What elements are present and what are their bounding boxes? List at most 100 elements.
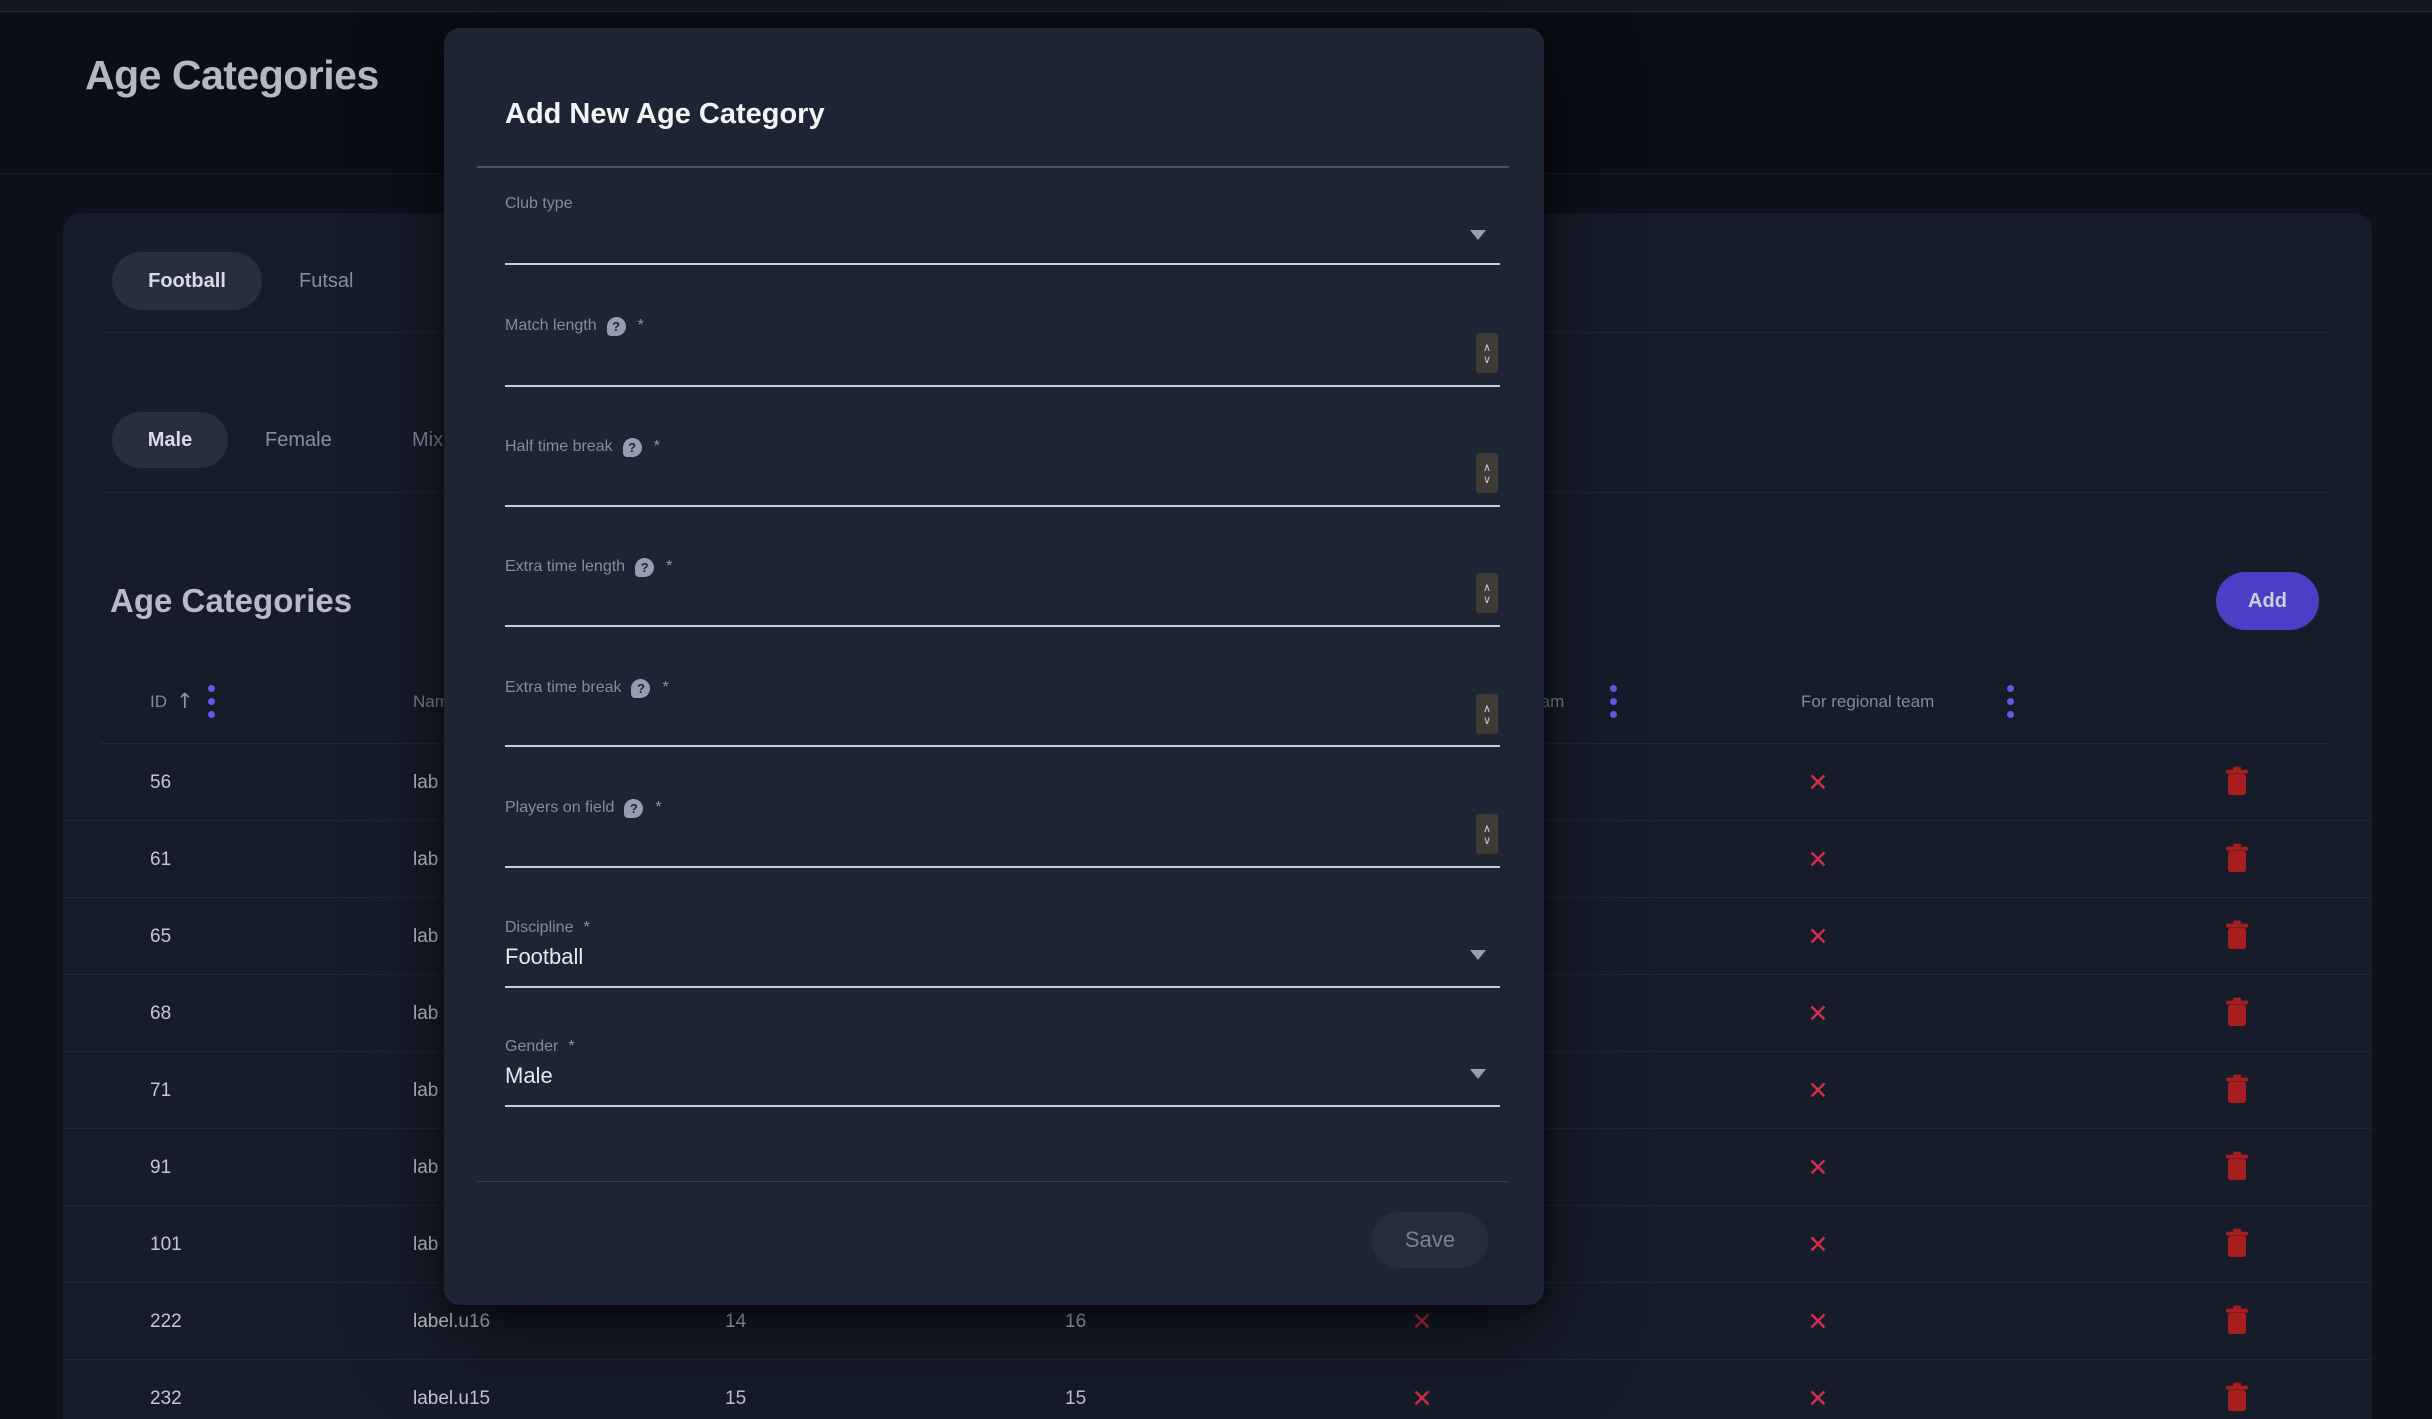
column-menu-icon[interactable] bbox=[208, 685, 216, 718]
trash-icon bbox=[2226, 1228, 2248, 1257]
extra-time-break-input[interactable] bbox=[505, 745, 1500, 747]
number-spinner[interactable]: ∧ ∨ bbox=[1476, 573, 1498, 613]
dropdown-arrow-icon[interactable] bbox=[1470, 1069, 1486, 1079]
club-type-select[interactable] bbox=[505, 263, 1500, 265]
field-label: Club type bbox=[505, 195, 573, 212]
field-label: Gender bbox=[505, 1038, 559, 1055]
table-row: 232 label.u15 15 15 ✕ ✕ bbox=[63, 1360, 2372, 1419]
cell-name: label.u15 bbox=[413, 1388, 491, 1409]
cell-id: 56 bbox=[150, 772, 172, 793]
cell-id: 71 bbox=[150, 1080, 172, 1101]
trash-icon bbox=[2226, 1305, 2248, 1334]
cell-name: lab bbox=[413, 1080, 439, 1101]
field-label: Discipline bbox=[505, 919, 574, 936]
dropdown-arrow-icon[interactable] bbox=[1470, 230, 1486, 240]
cell-age-from: 15 bbox=[725, 1388, 747, 1409]
required-marker: * bbox=[655, 799, 662, 816]
cell-age-to: 15 bbox=[1065, 1388, 1087, 1409]
cell-name: lab bbox=[413, 1003, 439, 1024]
number-spinner[interactable]: ∧ ∨ bbox=[1476, 814, 1498, 854]
tab-female[interactable]: Female bbox=[265, 412, 332, 468]
gender-select[interactable] bbox=[505, 1105, 1500, 1107]
trash-icon bbox=[2226, 920, 2248, 949]
cell-id: 61 bbox=[150, 849, 172, 870]
field-label-extra-time-length: Extra time length ? * bbox=[505, 555, 672, 579]
trash-icon bbox=[2226, 1074, 2248, 1103]
field-label-club-type: Club type bbox=[505, 192, 573, 216]
field-label: Half time break bbox=[505, 438, 613, 455]
cross-icon: ✕ bbox=[1411, 1307, 1433, 1336]
required-marker: * bbox=[662, 679, 669, 696]
field-label: Match length bbox=[505, 317, 597, 334]
field-label: Extra time length bbox=[505, 558, 626, 575]
tab-futsal[interactable]: Futsal bbox=[299, 252, 353, 310]
save-button[interactable]: Save bbox=[1372, 1212, 1488, 1268]
number-spinner[interactable]: ∧ ∨ bbox=[1476, 453, 1498, 493]
cell-id: 68 bbox=[150, 1003, 172, 1024]
cell-id: 91 bbox=[150, 1157, 172, 1178]
cell-name: lab bbox=[413, 1157, 439, 1178]
divider bbox=[477, 1181, 1509, 1182]
help-icon[interactable]: ? bbox=[635, 557, 655, 577]
help-icon[interactable]: ? bbox=[624, 798, 644, 818]
cell-age-from: 14 bbox=[725, 1311, 747, 1332]
cross-icon: ✕ bbox=[1807, 845, 1829, 874]
field-label-match-length: Match length ? * bbox=[505, 314, 644, 338]
column-header-id[interactable]: ID bbox=[150, 692, 167, 711]
discipline-select-value[interactable]: Football bbox=[505, 944, 584, 969]
cell-name: label.u16 bbox=[413, 1311, 491, 1332]
column-menu-icon[interactable] bbox=[2007, 685, 2015, 718]
cross-icon: ✕ bbox=[1807, 1153, 1829, 1182]
delete-button[interactable] bbox=[2214, 766, 2260, 800]
column-menu-icon[interactable] bbox=[1610, 685, 1618, 718]
required-marker: * bbox=[568, 1038, 575, 1055]
help-icon[interactable]: ? bbox=[622, 437, 642, 457]
trash-icon bbox=[2226, 1382, 2248, 1411]
delete-button[interactable] bbox=[2214, 1228, 2260, 1262]
cell-name: lab bbox=[413, 849, 439, 870]
delete-button[interactable] bbox=[2214, 920, 2260, 954]
delete-button[interactable] bbox=[2214, 1382, 2260, 1416]
extra-time-length-input[interactable] bbox=[505, 625, 1500, 627]
delete-button[interactable] bbox=[2214, 843, 2260, 877]
gender-select-value[interactable]: Male bbox=[505, 1063, 553, 1088]
cell-name: lab bbox=[413, 926, 439, 947]
cell-name: lab bbox=[413, 772, 439, 793]
help-icon[interactable]: ? bbox=[631, 678, 651, 698]
half-time-break-input[interactable] bbox=[505, 505, 1500, 507]
players-on-field-input[interactable] bbox=[505, 866, 1500, 868]
delete-button[interactable] bbox=[2214, 1074, 2260, 1108]
number-spinner[interactable]: ∧ ∨ bbox=[1476, 694, 1498, 734]
help-icon[interactable]: ? bbox=[606, 316, 626, 336]
match-length-input[interactable] bbox=[505, 385, 1500, 387]
discipline-select[interactable] bbox=[505, 986, 1500, 988]
trash-icon bbox=[2226, 997, 2248, 1026]
tab-male[interactable]: Male bbox=[112, 412, 228, 468]
tab-football[interactable]: Football bbox=[112, 252, 262, 310]
field-label-half-time-break: Half time break ? * bbox=[505, 435, 660, 459]
number-spinner[interactable]: ∧ ∨ bbox=[1476, 333, 1498, 373]
dropdown-arrow-icon[interactable] bbox=[1470, 950, 1486, 960]
cross-icon: ✕ bbox=[1807, 1076, 1829, 1105]
field-label-players-on-field: Players on field ? * bbox=[505, 796, 662, 820]
page-title: Age Categories bbox=[85, 52, 379, 98]
field-label-gender: Gender * bbox=[505, 1035, 575, 1059]
cross-icon: ✕ bbox=[1411, 1384, 1433, 1413]
table-row: 222 label.u16 14 16 ✕ ✕ bbox=[63, 1283, 2372, 1360]
delete-button[interactable] bbox=[2214, 1151, 2260, 1185]
delete-button[interactable] bbox=[2214, 1305, 2260, 1339]
trash-icon bbox=[2226, 766, 2248, 795]
sort-asc-icon[interactable]: ↑ bbox=[176, 689, 194, 713]
add-age-category-dialog: Add New Age Category Club type Match len… bbox=[444, 28, 1544, 1305]
field-label-extra-time-break: Extra time break ? * bbox=[505, 676, 669, 700]
cell-age-to: 16 bbox=[1065, 1311, 1087, 1332]
cell-id: 232 bbox=[150, 1388, 182, 1409]
cell-name: lab bbox=[413, 1234, 439, 1255]
delete-button[interactable] bbox=[2214, 997, 2260, 1031]
required-marker: * bbox=[666, 558, 673, 575]
column-header-regional[interactable]: For regional team bbox=[1801, 692, 1935, 711]
cross-icon: ✕ bbox=[1807, 1384, 1829, 1413]
cross-icon: ✕ bbox=[1807, 768, 1829, 797]
add-button[interactable]: Add bbox=[2216, 572, 2319, 630]
